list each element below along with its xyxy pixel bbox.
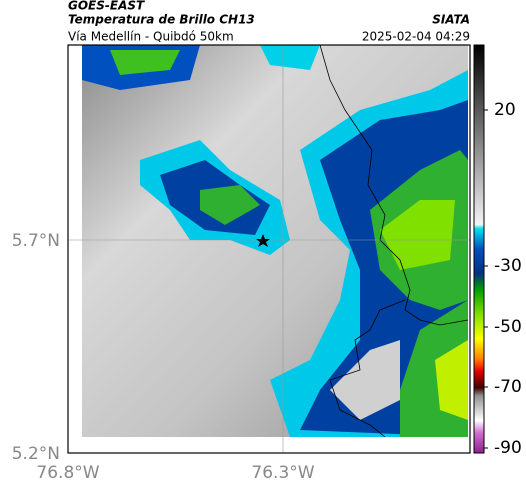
colorbar-label: -90 — [494, 438, 522, 458]
colorbar — [473, 44, 485, 454]
colorbar-label: -50 — [494, 317, 522, 337]
colorbar-label: 20 — [494, 100, 516, 120]
satellite-image — [82, 45, 468, 437]
map-frame — [67, 44, 471, 454]
x-tick-label: 76.8°W — [36, 463, 99, 483]
colorbar-label: -70 — [494, 377, 522, 397]
y-tick-label: 5.7°N — [12, 231, 60, 251]
colorbar-ticks — [484, 109, 488, 449]
datetime: 2025-02-04 04:29 — [362, 30, 470, 44]
location-marker — [256, 234, 270, 247]
colorbar-label: -30 — [494, 256, 522, 276]
source: SIATA — [432, 13, 470, 27]
y-tick-label: 5.2°N — [12, 444, 60, 464]
satellite: GOES-EAST — [68, 0, 145, 13]
product: Temperatura de Brillo CH13 — [68, 13, 255, 27]
x-tick-label: 76.3°W — [251, 463, 314, 483]
location: Vía Medellín - Quibdó 50km — [68, 30, 234, 44]
